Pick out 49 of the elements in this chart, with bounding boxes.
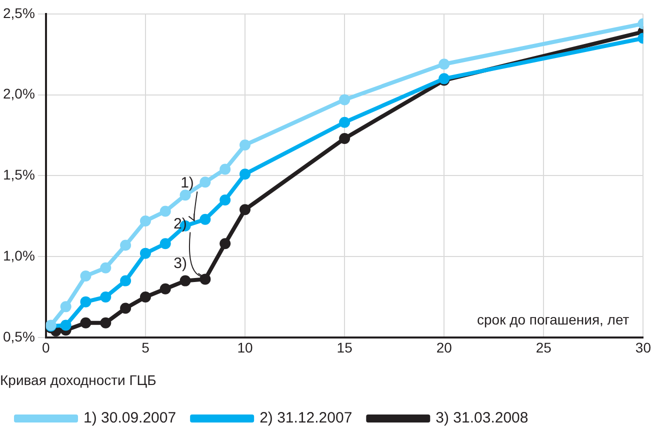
point [100,317,112,328]
y-tick-label: 0,5% [2,328,35,344]
point [120,302,132,314]
point [60,301,72,312]
x-tick-label: 10 [237,340,254,356]
point [80,317,92,328]
point [220,164,231,175]
legend-label: 2) 31.12.2007 [260,410,352,427]
x-tick-label: 30 [635,340,652,356]
point [60,320,72,331]
y-tick-label: 1,0% [2,247,35,264]
y-tick-label: 2,5% [2,4,35,21]
point [339,133,350,144]
point [140,215,151,226]
x-tick-label: 5 [142,340,150,356]
annotation: 3) [174,254,187,272]
legend-label: 3) 31.03.2008 [436,410,528,427]
annotation: 1) [180,174,194,192]
point [140,291,151,302]
x-tick-label: 15 [336,340,353,356]
x-tick-label: 0 [42,340,50,356]
x-tick-label: 25 [536,340,552,356]
point [339,116,350,128]
point [339,94,350,106]
point [100,291,112,302]
point [438,58,450,70]
point [240,139,251,150]
point [220,238,231,250]
point [160,283,171,294]
legend-label: 1) 30.09.2007 [84,410,176,427]
point [240,168,251,180]
point [200,176,211,188]
point [180,275,191,286]
point [80,296,92,308]
point [120,240,132,251]
point [140,248,151,259]
point [100,262,112,274]
point [160,238,171,250]
point [160,206,171,217]
point [200,214,211,225]
legend-title: Кривая доходности ГЦБ [0,372,156,388]
point [240,204,251,216]
x-axis-title: срок до погашения, лет [476,311,630,328]
y-tick-label: 1,5% [2,166,35,183]
y-tick-label: 2,0% [2,86,35,102]
point [220,194,231,206]
point [80,270,92,282]
point [120,275,132,286]
x-tick-label: 20 [436,340,452,356]
